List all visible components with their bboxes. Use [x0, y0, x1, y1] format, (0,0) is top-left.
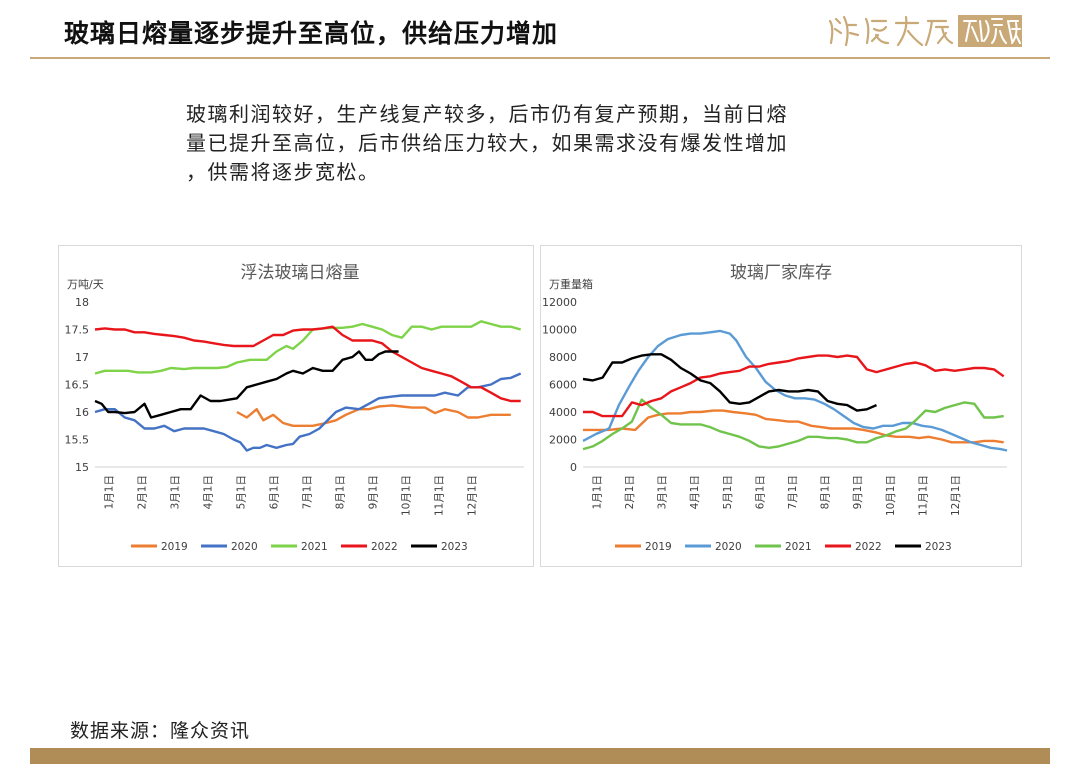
y-tick-label: 2000 — [549, 434, 577, 447]
page-title: 玻璃日熔量逐步提升至高位，供给压力增加 — [64, 19, 559, 48]
legend-label: 2021 — [301, 541, 328, 553]
series-line-2019 — [236, 404, 511, 428]
chart-title: 玻璃厂家库存 — [730, 263, 832, 283]
y-axis-unit-label: 万重量箱 — [549, 277, 593, 291]
x-tick-label: 12月1日 — [467, 475, 479, 516]
y-tick-label: 4000 — [549, 406, 577, 419]
y-tick-label: 16 — [75, 406, 89, 419]
chart-title: 浮法玻璃日熔量 — [241, 263, 360, 283]
y-tick-label: 10000 — [542, 324, 577, 337]
y-axis-unit-label: 万吨/天 — [67, 278, 104, 291]
x-tick-label: 1月1日 — [104, 475, 116, 509]
x-tick-label: 5月1日 — [236, 475, 248, 509]
y-tick-label: 6000 — [549, 379, 577, 392]
x-tick-label: 8月1日 — [335, 475, 347, 509]
x-tick-label: 7月1日 — [787, 475, 799, 509]
legend-label: 2021 — [785, 541, 812, 553]
title-divider — [30, 57, 1050, 59]
x-tick-label: 9月1日 — [368, 475, 380, 509]
x-tick-label: 4月1日 — [689, 475, 701, 509]
legend-label: 2020 — [231, 541, 258, 553]
legend-label: 2023 — [441, 541, 468, 553]
legend-label: 2022 — [371, 541, 398, 553]
series-line-2019 — [583, 409, 1004, 444]
x-tick-label: 1月1日 — [591, 475, 603, 509]
y-tick-label: 8000 — [549, 351, 577, 364]
y-tick-label: 18 — [75, 296, 89, 309]
x-tick-label: 11月1日 — [917, 475, 929, 516]
legend-label: 2019 — [161, 541, 188, 553]
y-tick-label: 16.5 — [65, 379, 90, 392]
x-tick-label: 5月1日 — [722, 475, 734, 509]
y-tick-label: 17 — [75, 351, 89, 364]
x-tick-label: 3月1日 — [170, 475, 182, 509]
x-tick-label: 12月1日 — [950, 475, 962, 516]
y-tick-label: 15 — [75, 461, 89, 474]
data-source-note: 数据来源：隆众资讯 — [70, 720, 251, 742]
series-line-2020 — [582, 329, 1008, 452]
x-tick-label: 8月1日 — [820, 475, 832, 509]
chart-panel-inventory: 玻璃厂家库存万重量箱 0 2000 4000 6000 8000 10000 12000 1月1… — [540, 245, 1022, 567]
series-line-2022 — [583, 354, 1005, 418]
legend-label: 2019 — [645, 541, 672, 553]
x-tick-label: 2月1日 — [624, 475, 636, 509]
series-line-2022 — [94, 325, 521, 403]
series-line-2023 — [94, 350, 399, 419]
series-line-2021 — [582, 398, 1004, 451]
chart-panel-daily-melt: 浮法玻璃日熔量万吨/天 15 15.5 16 16.5 17 17.5 18 1月1日 2月1日 3… — [58, 245, 534, 567]
legend-label: 2022 — [855, 541, 882, 553]
x-tick-label: 6月1日 — [754, 475, 766, 509]
x-tick-label: 7月1日 — [302, 475, 314, 509]
series-line-2020 — [94, 372, 522, 452]
y-tick-label: 17.5 — [65, 324, 90, 337]
series-line-2023 — [582, 353, 877, 412]
summary-text: 玻璃利润较好，生产线复产较多，后市仍有复产预期，当前日熔 量已提升至高位，后市供… — [186, 102, 788, 184]
y-tick-label: 0 — [570, 461, 577, 474]
x-tick-label: 3月1日 — [657, 475, 669, 509]
x-tick-label: 6月1日 — [269, 475, 281, 509]
x-tick-label: 2月1日 — [137, 475, 149, 509]
company-logo — [828, 15, 1022, 47]
x-tick-label: 9月1日 — [852, 475, 864, 509]
x-tick-label: 4月1日 — [203, 475, 215, 509]
legend-label: 2023 — [925, 541, 952, 553]
legend-label: 2020 — [715, 541, 742, 553]
y-tick-label: 15.5 — [65, 434, 90, 447]
x-tick-label: 10月1日 — [401, 475, 413, 516]
y-tick-label: 12000 — [542, 296, 577, 309]
x-tick-label: 10月1日 — [885, 475, 897, 516]
x-tick-label: 11月1日 — [434, 475, 446, 516]
footer-bar — [30, 748, 1050, 764]
